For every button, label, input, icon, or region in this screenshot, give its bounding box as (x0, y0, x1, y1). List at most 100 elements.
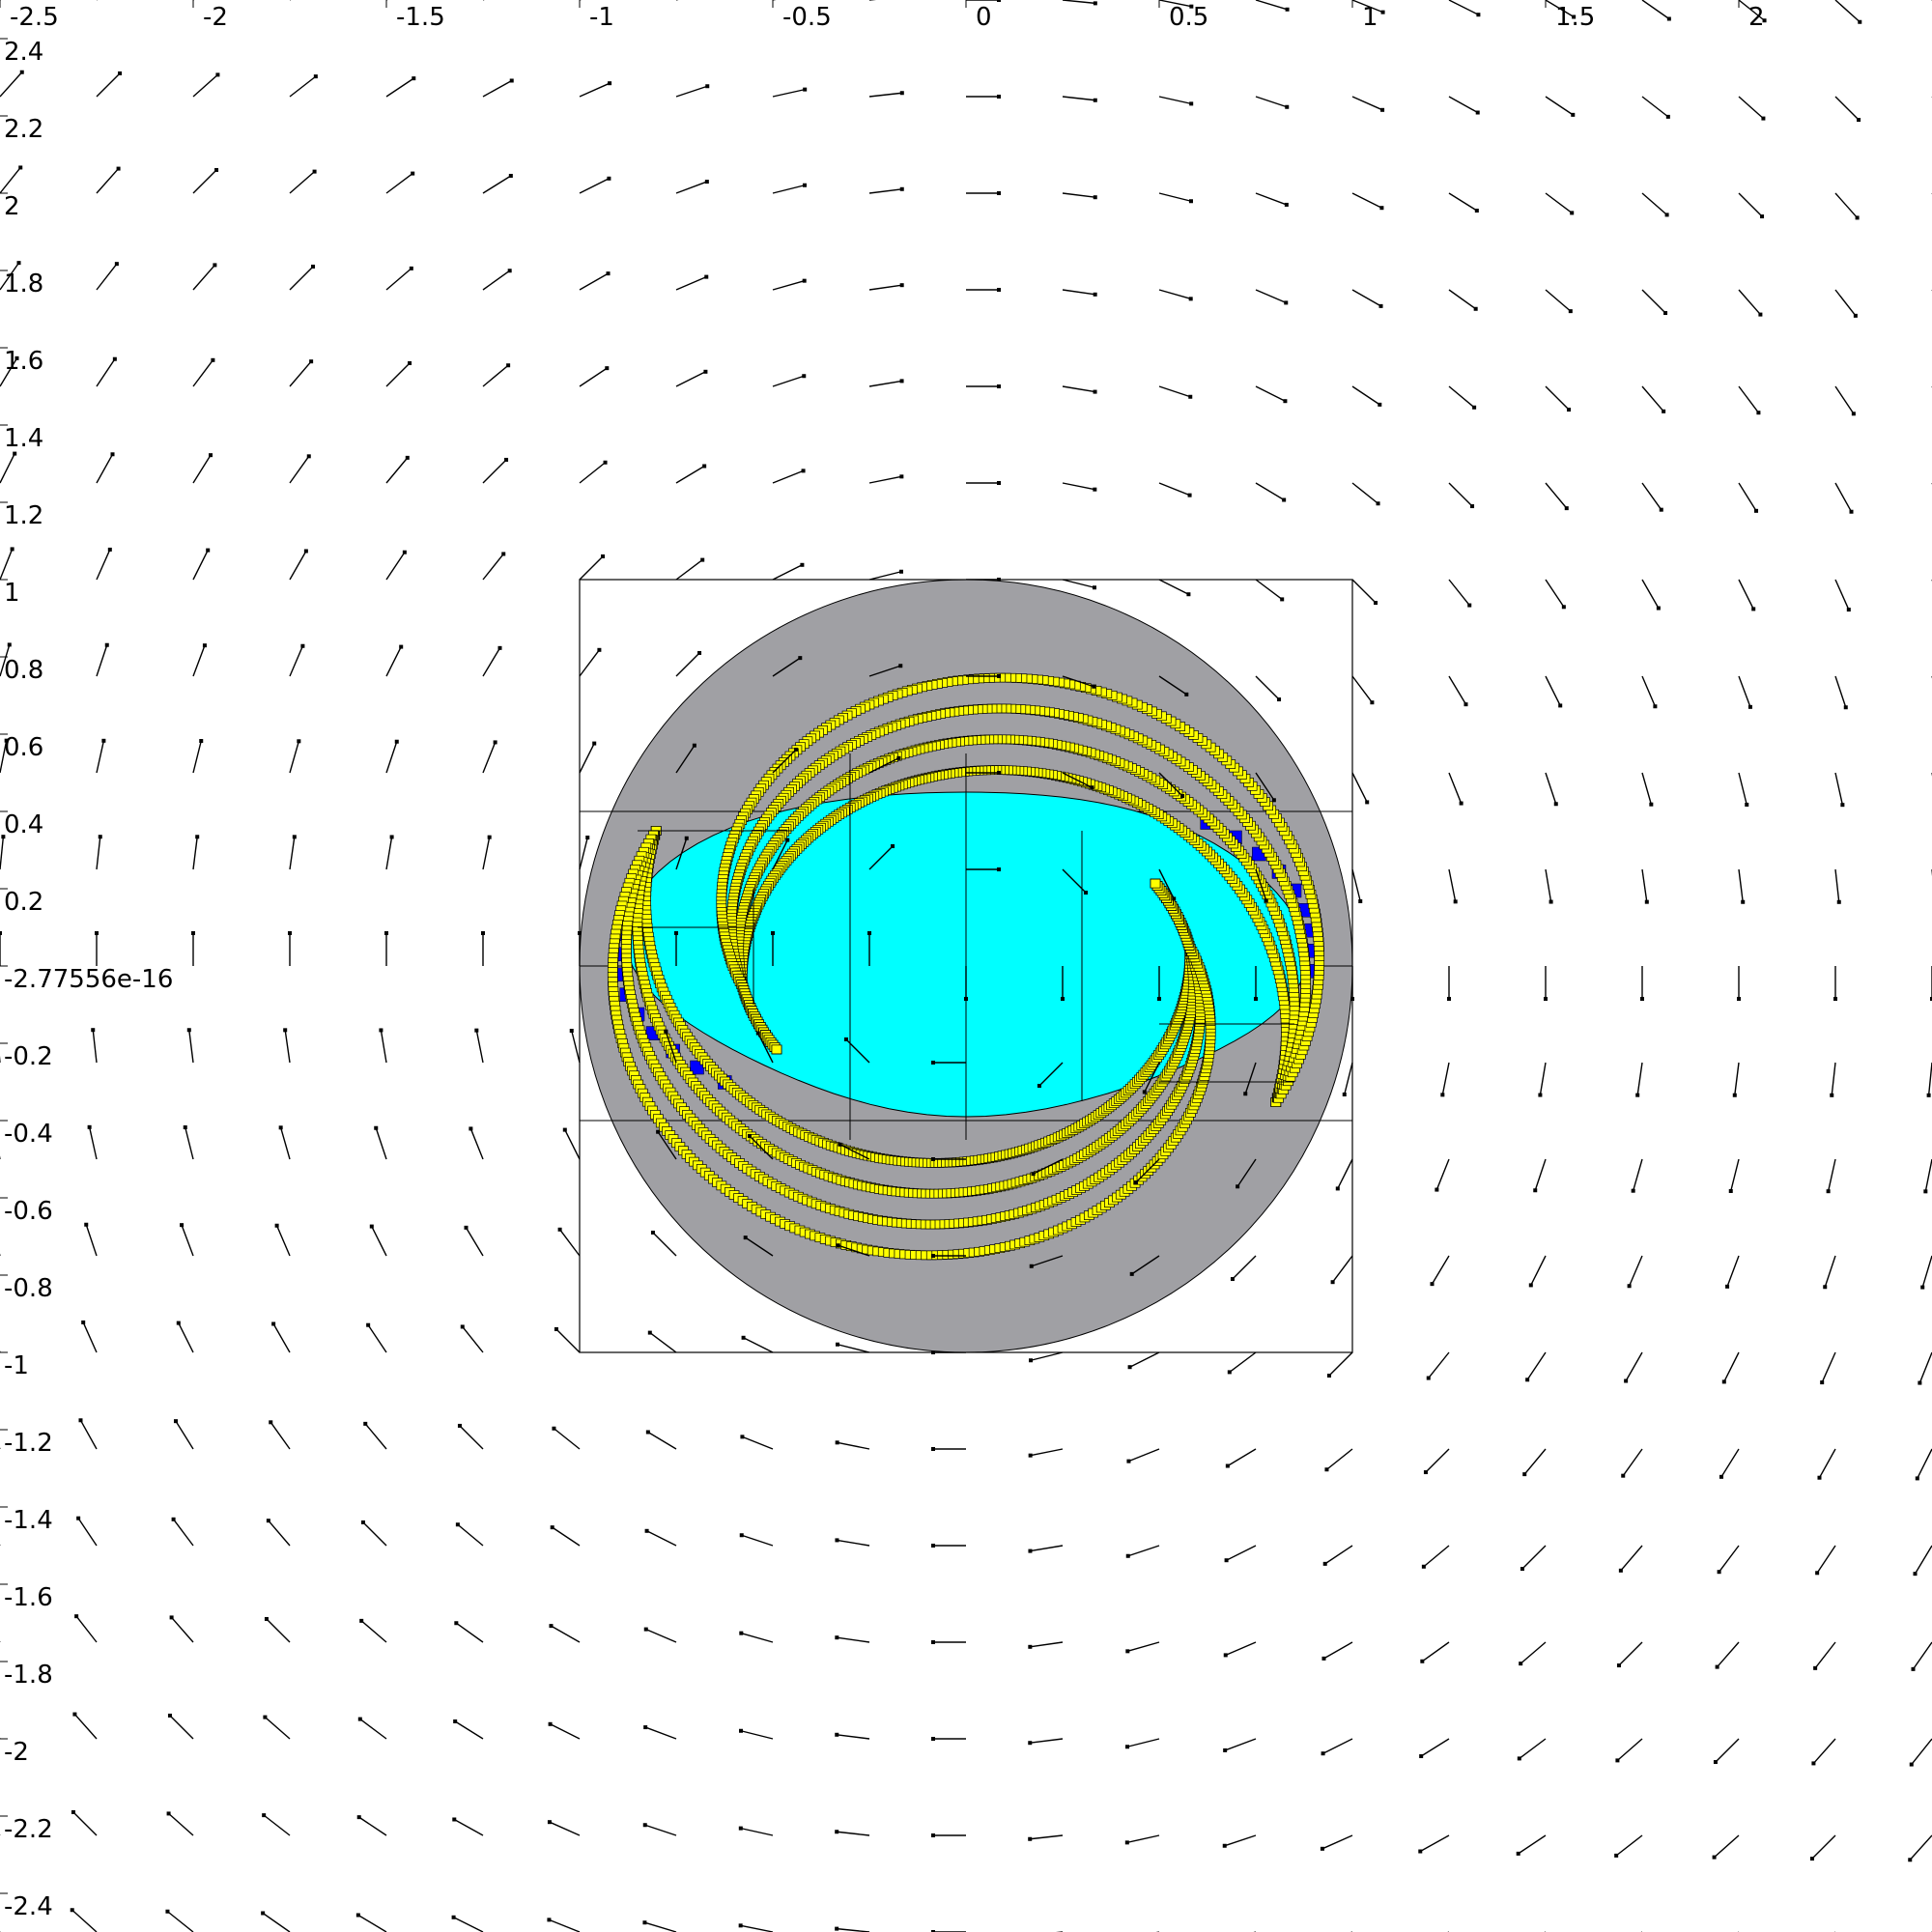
vector-arrow (772, 88, 806, 98)
vector-arrow (1523, 1448, 1547, 1475)
vector-arrow (1158, 192, 1192, 202)
vector-arrow (741, 1534, 774, 1547)
vector-arrow-head (1467, 603, 1472, 608)
vector-arrow-head (836, 1342, 840, 1347)
vector-arrow-head (597, 647, 602, 652)
vector-arrow-head (1640, 997, 1644, 1001)
vector-arrow (1224, 1738, 1257, 1751)
y-axis-ticks: 2.4 2.2 2 1.8 1.6 1.4 1.2 1 0.8 0.6 0.4 0.2 -2.77556… (0, 38, 173, 1921)
vector-arrow (1158, 579, 1189, 595)
vector-arrow-head (1418, 1849, 1423, 1854)
vector-arrow-head (550, 1525, 554, 1530)
vector-arrow (1144, 1062, 1160, 1093)
vector-arrow (1545, 289, 1572, 312)
vector-arrow (675, 85, 708, 98)
vector-arrow (579, 743, 595, 774)
vector-arrow-head (1525, 1378, 1530, 1382)
vector-arrow (1351, 579, 1377, 604)
vector-arrow (1530, 1255, 1547, 1286)
vector-arrow (262, 1912, 291, 1932)
vector-arrow-head (1666, 16, 1671, 21)
vector-arrow-head (1125, 1649, 1130, 1654)
vector-arrow-head (664, 1029, 668, 1034)
vector-arrow (453, 1818, 484, 1836)
vector-arrow (839, 1144, 870, 1160)
vector-arrow-head (1754, 508, 1759, 513)
vector-arrow (675, 559, 703, 581)
vector-arrow-head (739, 1728, 744, 1733)
vector-arrow-head (1926, 1093, 1931, 1097)
vector-arrow (1526, 1351, 1547, 1380)
vector-arrow-head (1223, 1747, 1228, 1752)
vector-arrow-head (1187, 493, 1192, 497)
vector-arrow (1641, 385, 1664, 412)
vector-arrow (837, 1831, 870, 1836)
vector-arrow (1158, 868, 1175, 899)
vector-arrow (1834, 482, 1853, 513)
vector-arrow-head (1330, 1280, 1335, 1285)
vector-arrow (1914, 1545, 1932, 1575)
vector-arrow-head (288, 931, 292, 935)
vector-arrow (385, 362, 411, 387)
vector-arrow-head (656, 1129, 661, 1134)
vector-arrow-head (1254, 997, 1258, 1001)
vector-arrow-head (643, 1725, 648, 1730)
vector-arrow-head (1222, 1843, 1227, 1848)
vector-arrow-head (1568, 309, 1573, 314)
vector-arrow-head (402, 550, 407, 554)
vector-arrow-head (453, 1719, 458, 1723)
vector-arrow-head (1621, 1473, 1626, 1478)
vector-arrow-head (755, 1031, 760, 1036)
vector-arrow (837, 1344, 870, 1353)
vector-arrow (482, 270, 511, 291)
vector-arrow-head (384, 931, 388, 935)
vector-arrow-head (1751, 607, 1756, 611)
vector-arrow (289, 741, 300, 774)
vector-arrow (845, 1038, 870, 1064)
vector-arrow (1921, 1255, 1932, 1288)
vector-arrow-head (1762, 18, 1767, 23)
vector-arrow (1715, 1738, 1740, 1763)
vector-arrow (96, 837, 101, 870)
vector-arrow (1738, 482, 1757, 512)
y-tick-label: 1.4 (4, 424, 43, 453)
vector-arrow-head (1721, 1379, 1726, 1384)
vector-arrow-head (1911, 1666, 1916, 1671)
vector-arrow-head (374, 1125, 379, 1130)
vector-arrow-head (1635, 1093, 1640, 1097)
vector-arrow-head (1282, 497, 1287, 502)
vector-arrow-head (1029, 1358, 1034, 1363)
vector-arrow-head (802, 374, 807, 379)
vector-arrow-head (601, 554, 606, 558)
vector-arrow (1351, 192, 1382, 209)
vector-arrow (1126, 1738, 1160, 1747)
vector-arrow (0, 71, 23, 98)
vector-arrow (385, 77, 414, 98)
vector-arrow (1628, 1255, 1643, 1287)
vector-arrow-head (1419, 1754, 1424, 1759)
vector-arrow-head (997, 481, 1001, 485)
vector-arrow-head (1475, 110, 1480, 115)
vector-arrow (564, 1129, 581, 1160)
y-tick-label: 2.2 (4, 115, 43, 144)
vector-arrow-head (1544, 997, 1548, 1001)
vector-arrow (192, 454, 212, 484)
vector-arrow (79, 1419, 98, 1450)
vector-arrow (868, 475, 902, 484)
vector-arrow (1912, 1641, 1932, 1670)
vector-arrow (579, 367, 608, 387)
vector-arrow-head (931, 1640, 935, 1644)
vector-arrow-head (74, 1614, 79, 1619)
vector-arrow-head (1855, 215, 1860, 220)
vector-arrow-head (1656, 606, 1661, 611)
vector-arrow-head (1093, 1, 1097, 6)
vector-arrow (1031, 1255, 1064, 1267)
vector-arrow-head (409, 266, 413, 270)
vector-arrow-head (801, 469, 806, 473)
vector-arrow-head (1760, 214, 1765, 219)
vector-arrow (741, 1632, 774, 1643)
vector-arrow-head (1930, 997, 1932, 1001)
vector-arrow (96, 72, 121, 98)
vector-arrow (1255, 675, 1280, 700)
vector-arrow-head (114, 262, 119, 267)
